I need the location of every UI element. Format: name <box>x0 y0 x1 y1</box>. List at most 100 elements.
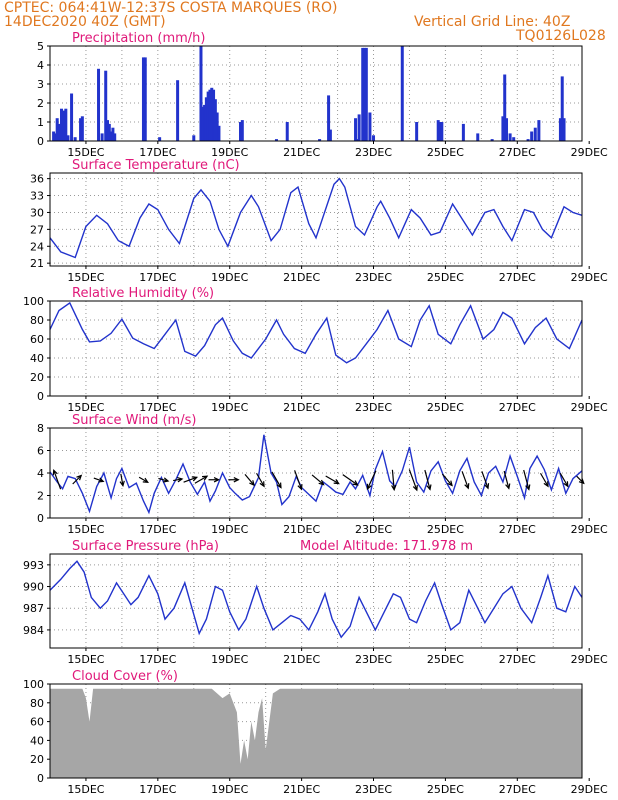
precip-bar <box>107 123 111 141</box>
wind-arrow-head <box>563 481 569 488</box>
y-tick-label: 987 <box>23 602 44 615</box>
x-tick-label: 29DEC <box>571 271 608 284</box>
precip-bar <box>364 47 368 141</box>
wind-arrow-shaft <box>311 474 324 486</box>
wind-arrow-shaft <box>173 478 183 482</box>
x-tick-label: 25DEC <box>427 523 464 536</box>
y-tick-label: 27 <box>30 223 44 236</box>
wind-arrow-head <box>352 480 359 486</box>
x-tick-label: 17DEC <box>139 271 176 284</box>
precip-bar <box>526 139 530 141</box>
panel-5: Surface Pressure (hPa) Model Altitude: 17… <box>23 539 608 666</box>
y-tick-label: 20 <box>30 753 44 766</box>
wind-arrow-head <box>276 482 282 489</box>
precip-bar <box>70 93 74 141</box>
x-tick-label: 27DEC <box>499 523 536 536</box>
series-line <box>49 560 583 639</box>
panel-frame <box>49 683 583 779</box>
y-tick-label: 100 <box>23 295 44 308</box>
wind-arrow-shaft <box>294 470 303 490</box>
wind-arrow-shaft <box>183 476 197 483</box>
wind-arrow-head <box>177 477 184 483</box>
cloud-cover-area <box>50 688 582 778</box>
x-tick-label: 29DEC <box>571 783 608 796</box>
wind-arrow-shaft <box>244 474 255 486</box>
wind-arrow-shaft <box>342 474 358 486</box>
panel-1: Precipitation (mm/h) 0 1 2 3 4 5 15DEC 17DEC 19DE… <box>37 31 608 159</box>
y-tick-label: 5 <box>37 40 44 53</box>
precip-bar <box>327 95 331 141</box>
wind-arrow-head <box>505 483 511 490</box>
y-tick-label: 80 <box>30 314 44 327</box>
precip-bar <box>143 57 147 141</box>
wind-arrow-head <box>366 483 372 491</box>
y-tick-label: 4 <box>37 59 44 72</box>
precip-bar <box>438 122 442 141</box>
wind-arrow-shaft <box>158 477 169 482</box>
x-tick-label: 17DEC <box>139 523 176 536</box>
wind-arrow-head <box>163 477 170 483</box>
y-tick-label: 40 <box>30 734 44 747</box>
precip-bar <box>97 68 101 141</box>
wind-arrow-shaft <box>441 473 453 486</box>
precip-bar <box>558 118 562 141</box>
wind-arrow-head <box>426 484 432 491</box>
x-tick-label: 19DEC <box>211 653 248 666</box>
wind-arrow-head <box>391 484 397 492</box>
y-tick-label: 80 <box>30 697 44 710</box>
precip-bar <box>240 120 244 141</box>
precip-bar <box>158 137 162 141</box>
x-tick-label: 21DEC <box>283 401 320 414</box>
wind-arrow-head <box>233 477 240 483</box>
panel-title: Precipitation (mm/h) <box>72 31 205 46</box>
precip-bar <box>204 97 208 141</box>
precip-bar <box>64 108 68 141</box>
x-tick-label: 15DEC <box>67 653 104 666</box>
precip-bar <box>363 47 367 141</box>
x-tick-label: 15DEC <box>67 146 104 159</box>
wind-arrow-head <box>142 477 149 483</box>
precip-bar <box>505 118 509 141</box>
panel-6: Cloud Cover (%) 0 20 40 60 80 100 15DEC 17DEC 19D… <box>23 669 608 796</box>
x-tick-label: 25DEC <box>427 271 464 284</box>
wind-arrow-head <box>76 474 83 481</box>
precip-bar <box>79 118 83 141</box>
x-tick-label: 29DEC <box>571 146 608 159</box>
x-tick-label: 23DEC <box>355 271 392 284</box>
wind-arrow-shaft <box>539 472 549 487</box>
wind-arrow-head <box>464 483 470 490</box>
precip-bar <box>106 120 110 141</box>
wind-arrow-shaft <box>194 475 208 484</box>
y-tick-label: 8 <box>37 422 44 435</box>
y-tick-label: 60 <box>30 333 44 346</box>
precip-bar <box>512 137 516 141</box>
wind-arrow-head <box>52 469 58 476</box>
x-tick-label: 25DEC <box>427 401 464 414</box>
wind-arrow-shaft <box>424 469 431 490</box>
precip-bar <box>372 135 376 141</box>
x-tick-label: 25DEC <box>427 653 464 666</box>
y-tick-label: 0 <box>37 390 44 403</box>
wind-arrow-head <box>98 477 105 483</box>
precip-bar <box>57 123 61 141</box>
x-tick-label: 17DEC <box>139 653 176 666</box>
wind-arrow-shaft <box>366 470 377 490</box>
wind-arrow-head <box>119 480 125 488</box>
precip-bar <box>537 120 541 141</box>
y-tick-label: 4 <box>37 467 44 480</box>
y-tick-label: 2 <box>37 97 44 110</box>
y-tick-label: 36 <box>30 173 44 186</box>
precip-bar <box>109 131 113 141</box>
x-tick-label: 21DEC <box>283 271 320 284</box>
precip-bar <box>113 133 117 141</box>
precip-bar <box>199 46 203 141</box>
wind-arrow-head <box>202 475 209 481</box>
precip-bar <box>357 114 361 141</box>
precip-bar <box>73 137 77 141</box>
precip-bar <box>461 123 465 141</box>
panel-frame <box>49 427 583 519</box>
wind-arrow-head <box>249 480 255 487</box>
x-tick-label: 29DEC <box>571 653 608 666</box>
precip-bar <box>415 122 419 141</box>
x-tick-label: 23DEC <box>355 783 392 796</box>
